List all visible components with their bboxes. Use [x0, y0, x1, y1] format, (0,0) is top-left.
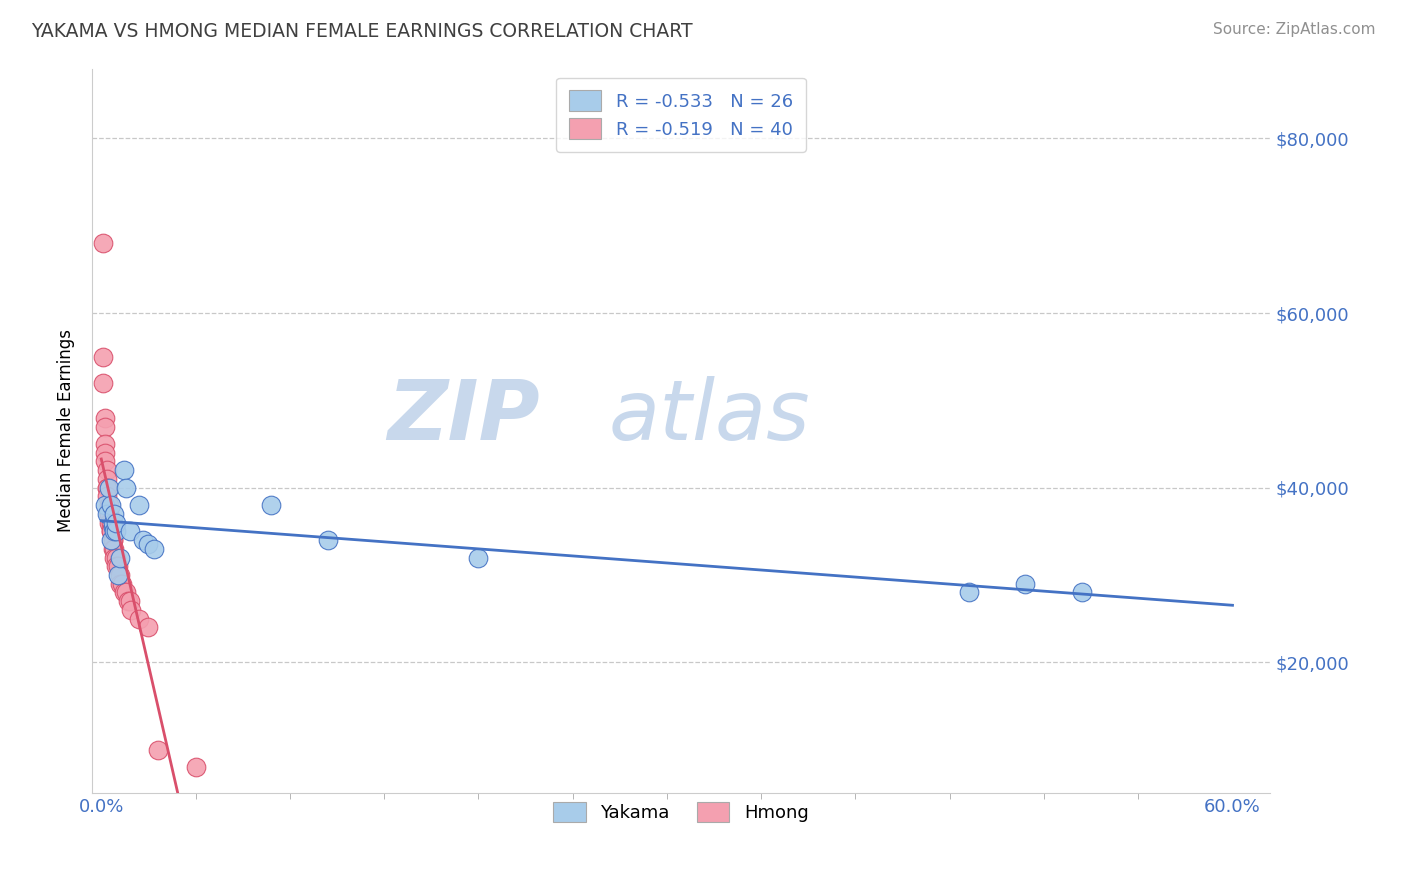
Point	[103, 507, 125, 521]
Point	[467, 550, 489, 565]
Point	[112, 585, 135, 599]
Point	[120, 603, 142, 617]
Point	[184, 760, 207, 774]
Point	[114, 585, 136, 599]
Point	[91, 376, 114, 390]
Point	[105, 559, 128, 574]
Point	[118, 594, 141, 608]
Point	[146, 742, 169, 756]
Point	[1014, 576, 1036, 591]
Point	[108, 576, 131, 591]
Point	[957, 585, 980, 599]
Point	[117, 594, 139, 608]
Point	[143, 541, 166, 556]
Point	[103, 550, 125, 565]
Point	[105, 516, 128, 530]
Text: ZIP: ZIP	[387, 376, 540, 457]
Point	[97, 498, 120, 512]
Point	[96, 472, 118, 486]
Point	[100, 533, 122, 547]
Point	[101, 533, 124, 547]
Point	[103, 541, 125, 556]
Point	[105, 550, 128, 565]
Point	[97, 516, 120, 530]
Point	[118, 524, 141, 539]
Point	[1070, 585, 1092, 599]
Point	[114, 481, 136, 495]
Point	[108, 550, 131, 565]
Point	[97, 481, 120, 495]
Point	[96, 490, 118, 504]
Point	[101, 541, 124, 556]
Point	[96, 481, 118, 495]
Text: YAKAMA VS HMONG MEDIAN FEMALE EARNINGS CORRELATION CHART: YAKAMA VS HMONG MEDIAN FEMALE EARNINGS C…	[31, 22, 693, 41]
Point	[132, 533, 155, 547]
Text: atlas: atlas	[609, 376, 811, 457]
Point	[138, 537, 160, 551]
Point	[100, 524, 122, 539]
Point	[96, 507, 118, 521]
Point	[100, 498, 122, 512]
Point	[97, 507, 120, 521]
Point	[101, 533, 124, 547]
Point	[101, 516, 124, 530]
Point	[94, 498, 117, 512]
Point	[100, 524, 122, 539]
Point	[96, 463, 118, 477]
Point	[107, 559, 129, 574]
Point	[111, 576, 134, 591]
Point	[96, 481, 118, 495]
Point	[105, 524, 128, 539]
Point	[94, 446, 117, 460]
Point	[94, 437, 117, 451]
Point	[128, 612, 150, 626]
Point	[138, 620, 160, 634]
Point	[103, 524, 125, 539]
Point	[97, 507, 120, 521]
Y-axis label: Median Female Earnings: Median Female Earnings	[58, 329, 75, 533]
Point	[112, 463, 135, 477]
Point	[94, 454, 117, 468]
Point	[91, 350, 114, 364]
Point	[101, 520, 124, 534]
Point	[128, 498, 150, 512]
Text: Source: ZipAtlas.com: Source: ZipAtlas.com	[1212, 22, 1375, 37]
Point	[108, 568, 131, 582]
Legend: Yakama, Hmong: Yakama, Hmong	[541, 789, 821, 835]
Point	[91, 236, 114, 251]
Point	[260, 498, 283, 512]
Point	[107, 568, 129, 582]
Point	[100, 516, 122, 530]
Point	[316, 533, 339, 547]
Point	[94, 419, 117, 434]
Point	[94, 410, 117, 425]
